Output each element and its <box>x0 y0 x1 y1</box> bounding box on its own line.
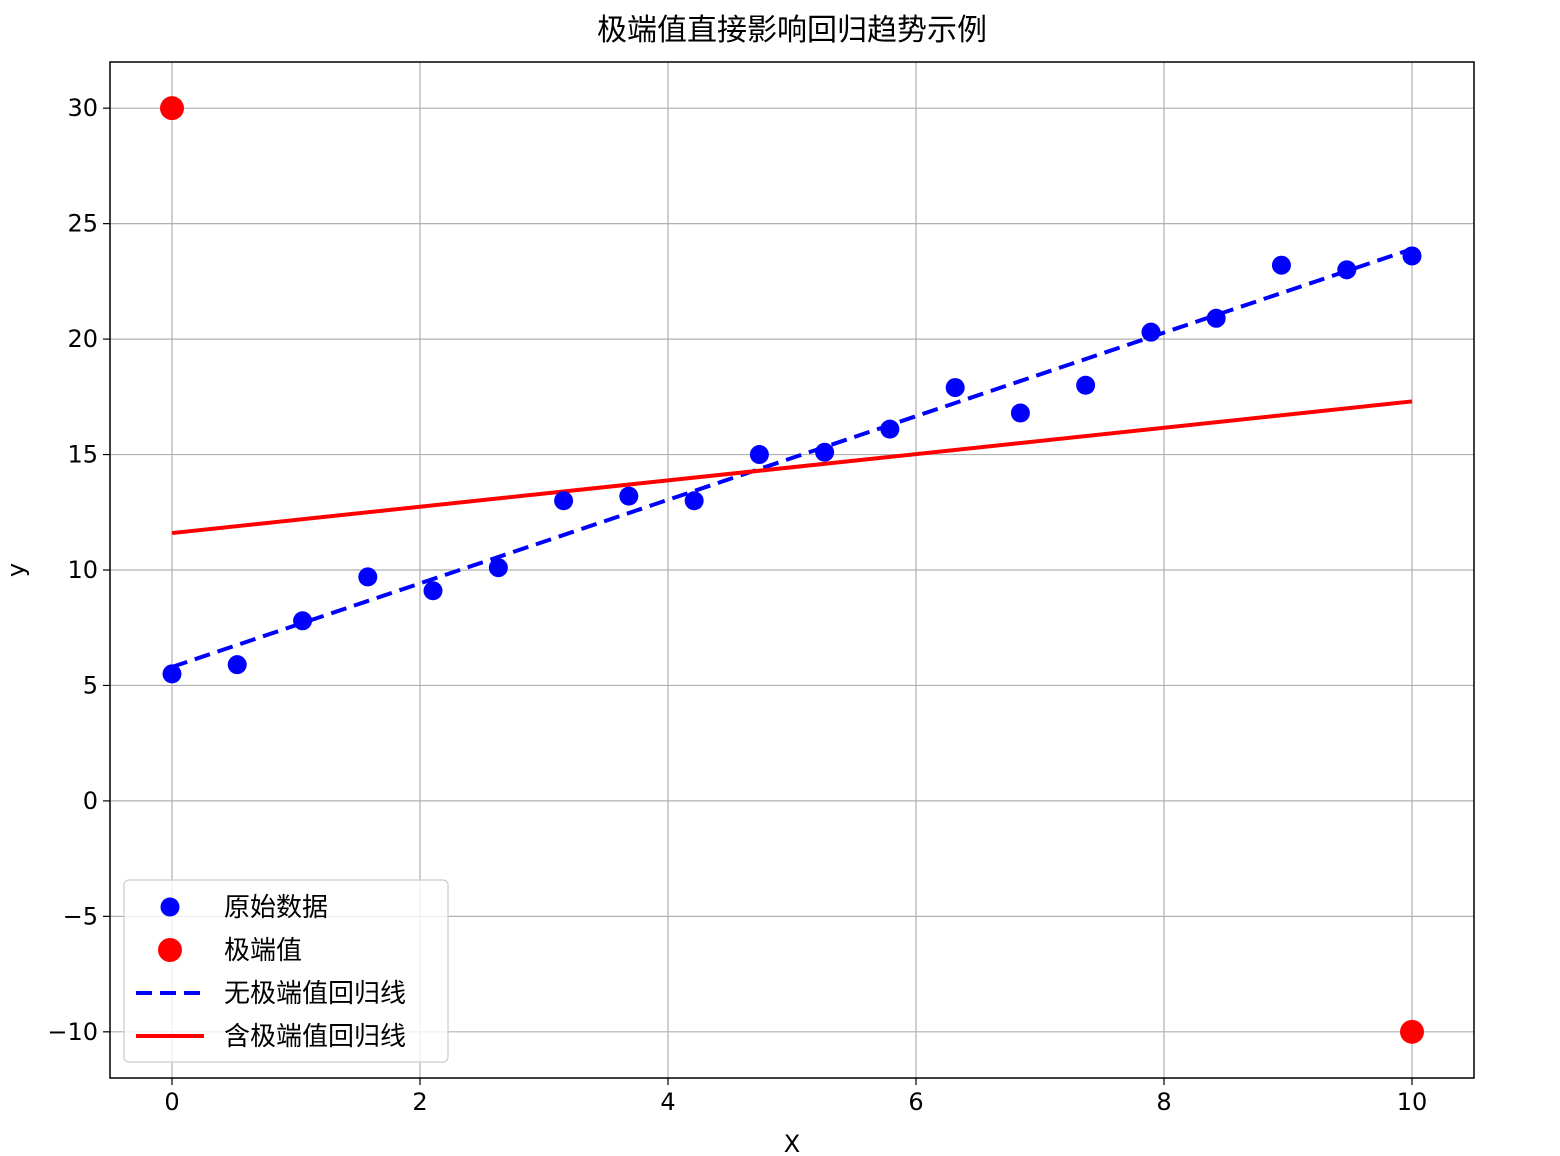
x-tick-label: 6 <box>908 1088 923 1116</box>
legend-label: 无极端值回归线 <box>224 979 406 1009</box>
legend-marker <box>158 938 182 962</box>
legend-marker <box>160 897 180 917</box>
data-point <box>684 491 704 511</box>
data-point <box>1010 403 1030 423</box>
data-point <box>423 581 443 601</box>
regression-line-without-outliers <box>171 247 1413 669</box>
data-point <box>1141 322 1161 342</box>
data-points <box>160 96 1424 1044</box>
legend-label: 含极端值回归线 <box>224 1022 406 1052</box>
y-axis-label: y <box>2 563 30 577</box>
data-point <box>293 611 313 631</box>
data-point <box>162 664 182 684</box>
outlier-point <box>1400 1019 1424 1044</box>
y-tick-label: 25 <box>67 210 98 238</box>
regression-line-with-outliers <box>171 399 1413 536</box>
data-point <box>1206 308 1226 328</box>
axis-ticks: 0 2 4 6 8 10 −10 −5 0 5 10 15 20 25 30 <box>47 94 1427 1116</box>
y-tick-label: −10 <box>47 1018 98 1046</box>
legend-box <box>123 879 449 1063</box>
data-point <box>1271 255 1291 275</box>
legend-label: 极端值 <box>224 936 302 966</box>
outlier-point <box>160 96 184 121</box>
data-point <box>880 419 900 439</box>
x-tick-label: 2 <box>412 1088 427 1116</box>
y-tick-label: 5 <box>83 671 98 699</box>
data-point <box>749 445 769 465</box>
y-tick-label: 20 <box>67 325 98 353</box>
data-point <box>227 655 247 675</box>
y-tick-label: 0 <box>83 787 98 815</box>
regression-lines <box>171 247 1413 669</box>
data-point <box>554 491 574 511</box>
data-point <box>815 442 835 462</box>
data-point <box>619 486 639 506</box>
y-tick-label: 30 <box>67 94 98 122</box>
data-point <box>1337 260 1357 280</box>
grid <box>110 62 1474 1078</box>
data-point <box>945 378 965 398</box>
x-tick-label: 8 <box>1156 1088 1171 1116</box>
x-tick-label: 10 <box>1397 1088 1428 1116</box>
data-point <box>1076 375 1096 395</box>
legend-label: 原始数据 <box>224 893 328 923</box>
x-tick-label: 0 <box>164 1088 179 1116</box>
chart-title: 极端值直接影响回归趋势示例 <box>597 13 987 48</box>
y-tick-label: 10 <box>67 556 98 584</box>
data-point <box>488 558 508 578</box>
data-point <box>358 567 378 587</box>
data-point <box>1402 246 1422 266</box>
y-tick-label: 15 <box>67 441 98 469</box>
x-tick-label: 4 <box>660 1088 675 1116</box>
x-axis-label: X <box>784 1130 800 1156</box>
y-tick-label: −5 <box>63 902 98 930</box>
